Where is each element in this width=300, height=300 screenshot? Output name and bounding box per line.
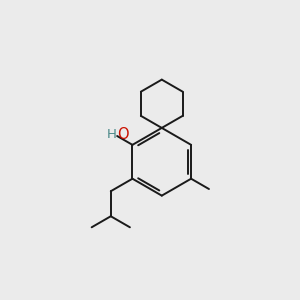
Text: H: H [107, 128, 117, 141]
Text: O: O [117, 127, 128, 142]
